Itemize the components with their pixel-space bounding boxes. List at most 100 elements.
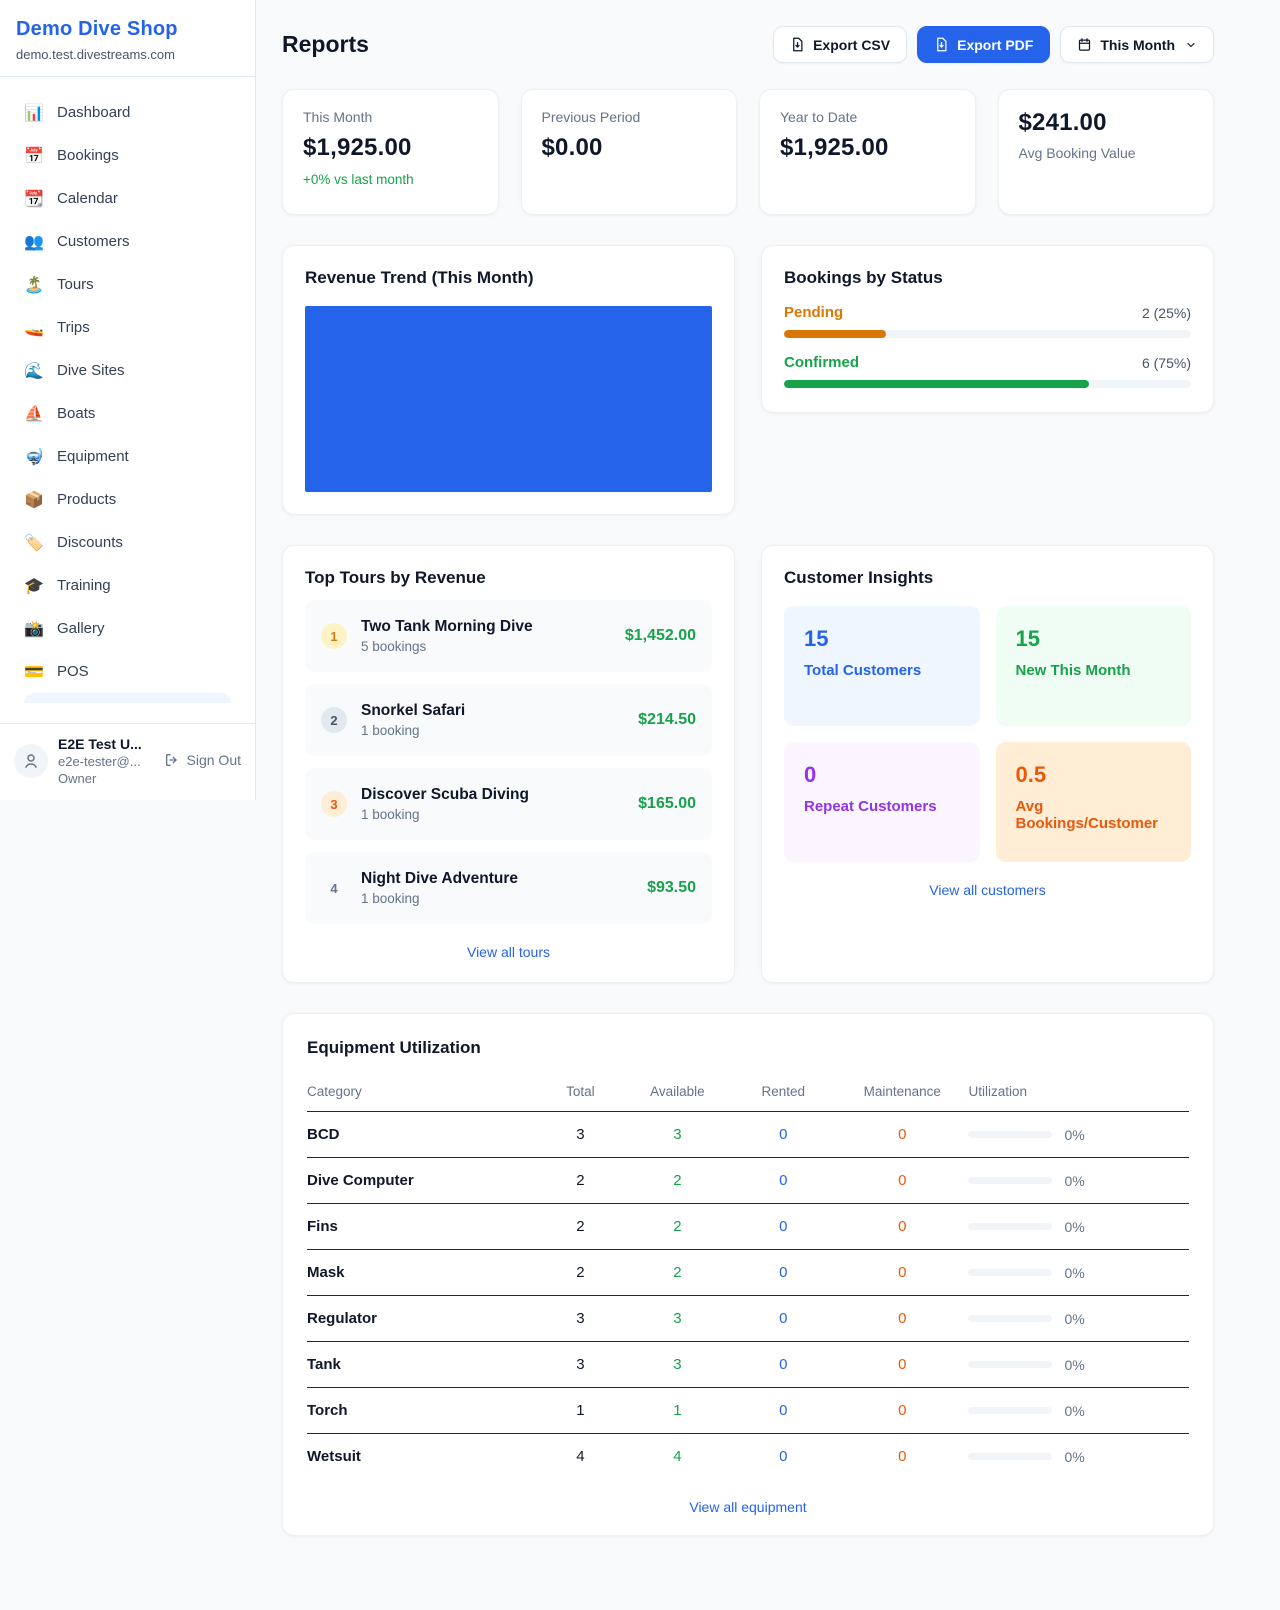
sidebar-item-discounts[interactable]: 🏷️ Discounts — [12, 521, 243, 564]
package-icon: 📦 — [24, 491, 44, 509]
period-dropdown-label: This Month — [1100, 36, 1175, 53]
person-icon — [25, 754, 37, 769]
tour-bookings: 1 booking — [361, 807, 420, 822]
equipment-maintenance: 0 — [898, 1264, 907, 1281]
export-csv-button[interactable]: Export CSV — [773, 26, 908, 63]
equipment-rented: 0 — [779, 1402, 788, 1419]
stat-card-previous-period: Previous Period $0.00 — [520, 89, 737, 215]
stat-cards: This Month $1,925.00 +0% vs last month P… — [282, 89, 1214, 215]
user-meta: E2E Test U... e2e-tester@... Owner — [58, 736, 142, 786]
equipment-category: BCD — [307, 1126, 340, 1143]
view-all-customers-link[interactable]: View all customers — [929, 882, 1046, 898]
export-csv-label: Export CSV — [813, 36, 891, 53]
sidebar-item-dashboard[interactable]: 📊 Dashboard — [12, 91, 243, 134]
equipment-rented: 0 — [779, 1126, 788, 1143]
sidebar-item-products[interactable]: 📦 Products — [12, 478, 243, 521]
equipment-total: 4 — [576, 1448, 585, 1465]
sidebar-item-customers[interactable]: 👥 Customers — [12, 220, 243, 263]
utilization-track — [968, 1407, 1053, 1414]
stat-card-avg-booking-value: $241.00 Avg Booking Value — [997, 89, 1214, 215]
sign-out-label: Sign Out — [186, 752, 241, 768]
sidebar-item-label: Trips — [57, 319, 90, 336]
sidebar-item-tours[interactable]: 🏝️ Tours — [12, 263, 243, 306]
tour-revenue: $1,452.00 — [624, 627, 696, 644]
customer-insights-title: Customer Insights — [784, 568, 934, 587]
equipment-utilization: 0% — [968, 1265, 1189, 1281]
tile-repeat-customers: 0 Repeat Customers — [784, 742, 980, 862]
tile-avg-bookings-customer: 0.5 Avg Bookings/Customer — [995, 742, 1191, 862]
sidebar-item-pos[interactable]: 💳 POS — [12, 650, 243, 693]
people-icon: 👥 — [24, 233, 44, 251]
sailboat-icon: ⛵ — [24, 405, 44, 423]
equipment-row: Wetsuit 4 4 0 0 0% — [307, 1434, 1189, 1479]
stat-label: Year to Date — [780, 109, 858, 125]
equipment-category: Tank — [307, 1356, 341, 1373]
sidebar-item-label: Equipment — [57, 448, 129, 465]
tile-label: Repeat Customers — [804, 798, 937, 815]
tile-label: Total Customers — [804, 662, 922, 679]
sidebar-item-boats[interactable]: ⛵ Boats — [12, 392, 243, 435]
sidebar-item-dive-sites[interactable]: 🌊 Dive Sites — [12, 349, 243, 392]
tour-name: Two Tank Morning Dive — [361, 618, 533, 635]
revenue-trend-card: Revenue Trend (This Month) — [282, 245, 735, 515]
camera-icon: 📸 — [24, 620, 44, 638]
col-total: Total — [566, 1084, 595, 1099]
stat-card-this-month: This Month $1,925.00 +0% vs last month — [282, 89, 499, 215]
insights-row: Top Tours by Revenue 1 Two Tank Morning … — [282, 545, 1214, 983]
sidebar-item-gallery[interactable]: 📸 Gallery — [12, 607, 243, 650]
equipment-utilization-card: Equipment Utilization Category Total Ava… — [282, 1013, 1214, 1536]
rank-badge: 3 — [321, 791, 347, 817]
shop-name: Demo Dive Shop — [16, 18, 178, 40]
equipment-category: Dive Computer — [307, 1172, 414, 1189]
revenue-trend-bar-chart — [305, 306, 712, 492]
sidebar-item-calendar[interactable]: 📆 Calendar — [12, 177, 243, 220]
top-tours-card: Top Tours by Revenue 1 Two Tank Morning … — [282, 545, 735, 983]
equipment-category: Torch — [307, 1402, 348, 1419]
tour-revenue: $165.00 — [638, 795, 696, 812]
sign-out-button[interactable]: Sign Out — [164, 752, 241, 768]
tour-row: 4 Night Dive Adventure 1 booking $93.50 — [305, 852, 712, 924]
user-name: E2E Test U... — [58, 736, 142, 752]
equipment-available: 4 — [673, 1448, 682, 1465]
sidebar-item-equipment[interactable]: 🤿 Equipment — [12, 435, 243, 478]
sidebar-item-label: Gallery — [57, 620, 105, 637]
calendar-icon: 📅 — [24, 147, 44, 165]
sidebar-item-reports-partial[interactable] — [24, 693, 231, 703]
status-progress-fill — [784, 380, 1090, 388]
col-category: Category — [307, 1084, 362, 1099]
equipment-category: Wetsuit — [307, 1448, 361, 1465]
avatar — [14, 744, 48, 778]
equipment-total: 3 — [576, 1310, 585, 1327]
equipment-row: Regulator 3 3 0 0 0% — [307, 1296, 1189, 1342]
sidebar-nav: 📊 Dashboard 📅 Bookings 📆 Calendar 👥 Cust… — [0, 77, 255, 703]
sidebar-item-trips[interactable]: 🚤 Trips — [12, 306, 243, 349]
sidebar-item-bookings[interactable]: 📅 Bookings — [12, 134, 243, 177]
tile-total-customers: 15 Total Customers — [784, 606, 980, 726]
view-all-equipment-link[interactable]: View all equipment — [689, 1499, 807, 1515]
sidebar-item-training[interactable]: 🎓 Training — [12, 564, 243, 607]
col-utilization: Utilization — [968, 1084, 1027, 1099]
stat-label: Avg Booking Value — [1018, 145, 1136, 161]
tile-value: 0 — [804, 762, 817, 787]
equipment-rented: 0 — [779, 1264, 788, 1281]
equipment-maintenance: 0 — [898, 1172, 907, 1189]
tour-row: 2 Snorkel Safari 1 booking $214.50 — [305, 684, 712, 756]
sidebar-user-footer: E2E Test U... e2e-tester@... Owner Sign … — [0, 723, 255, 800]
view-all-tours-link[interactable]: View all tours — [466, 944, 550, 960]
period-dropdown[interactable]: This Month — [1060, 26, 1214, 63]
stat-value: $1,925.00 — [780, 134, 889, 161]
revenue-trend-title: Revenue Trend (This Month) — [305, 268, 534, 287]
equipment-row: Fins 2 2 0 0 0% — [307, 1204, 1189, 1250]
equipment-maintenance: 0 — [898, 1218, 907, 1235]
tear-off-calendar-icon: 📆 — [24, 190, 44, 208]
equipment-maintenance: 0 — [898, 1356, 907, 1373]
export-pdf-label: Export PDF — [957, 36, 1034, 53]
export-pdf-button[interactable]: Export PDF — [917, 26, 1051, 63]
rank-badge: 2 — [321, 707, 347, 733]
status-progress-fill — [784, 330, 886, 338]
tour-bookings: 1 booking — [361, 891, 420, 906]
equipment-available: 3 — [673, 1126, 682, 1143]
page-title: Reports — [282, 31, 369, 57]
equipment-table-header: Category Total Available Rented Maintena… — [307, 1074, 1189, 1112]
equipment-rented: 0 — [779, 1218, 788, 1235]
